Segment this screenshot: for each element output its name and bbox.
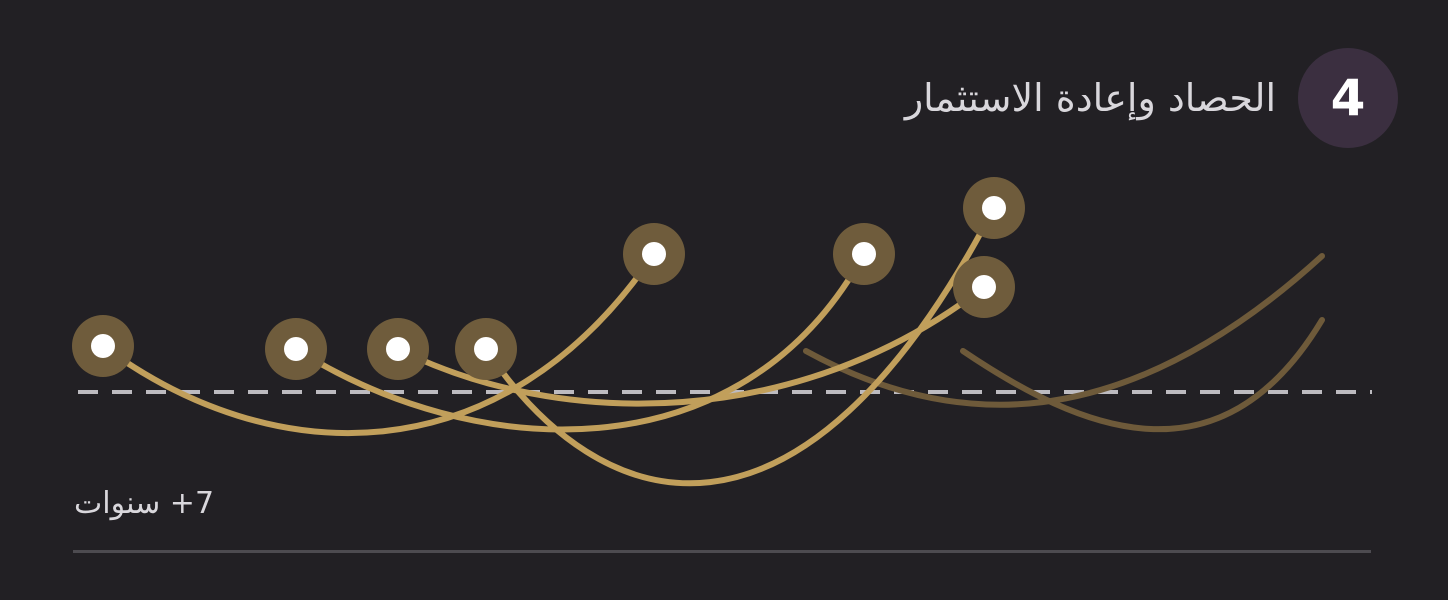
node [72,315,134,377]
growth-curve [100,251,657,437]
step-header: 4 الحصاد وإعادة الاستثمار [905,48,1398,148]
faded-curve [960,317,1325,433]
node [455,318,517,380]
node [623,223,685,285]
node [963,177,1025,239]
duration-label: 7+ سنوات [74,486,215,521]
node [953,256,1015,318]
growth-curve [483,205,997,487]
step-number: 4 [1330,69,1366,127]
step-title: الحصاد وإعادة الاستثمار [904,76,1276,120]
node [367,318,429,380]
node [833,223,895,285]
growth-curve [293,251,867,433]
node [265,318,327,380]
faded-curve [803,253,1325,408]
bottom-divider [73,550,1371,553]
growth-curve [395,284,987,407]
step-number-badge: 4 [1298,48,1398,148]
